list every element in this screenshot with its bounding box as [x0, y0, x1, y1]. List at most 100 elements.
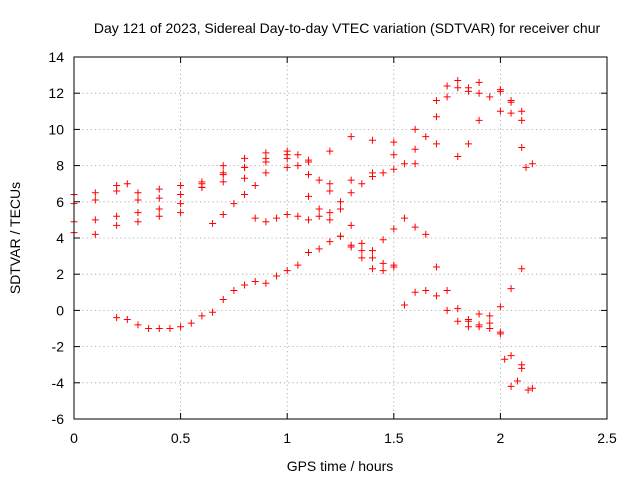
data-point	[507, 98, 515, 106]
data-point	[486, 325, 494, 332]
data-point	[134, 321, 142, 329]
data-point	[315, 176, 323, 184]
y-axis-title: SDTVAR / TECUs	[7, 182, 23, 294]
y-tick-label: 14	[48, 49, 64, 65]
data-point	[283, 151, 291, 159]
data-point	[432, 113, 440, 121]
x-tick-label: 1	[283, 430, 291, 446]
x-tick-labels: 0 0.5 1 1.5 2 2.5	[70, 430, 617, 446]
data-point	[337, 232, 344, 240]
data-point	[411, 160, 419, 168]
data-point	[528, 384, 536, 392]
data-point	[368, 172, 376, 180]
data-point	[219, 171, 227, 179]
data-point	[507, 352, 515, 360]
data-point	[315, 245, 323, 253]
data-point	[251, 182, 259, 190]
data-point	[91, 196, 99, 204]
data-point	[326, 187, 334, 195]
data-point	[513, 377, 521, 385]
y-tick-labels: -6 -4 -2 0 2 4 6 8 10 12 14	[48, 49, 64, 427]
data-point	[368, 136, 376, 144]
data-point	[241, 174, 249, 182]
series-track-h	[464, 265, 526, 331]
x-tick-label: 1.5	[384, 430, 404, 446]
data-point	[507, 382, 515, 390]
data-point	[443, 82, 451, 90]
x-tick-label: 2	[497, 430, 505, 446]
data-point	[155, 194, 163, 202]
data-point	[273, 214, 281, 222]
data-point	[326, 216, 334, 224]
data-point	[315, 212, 323, 220]
data-point	[475, 89, 483, 97]
data-point	[522, 163, 530, 171]
y-tick-label: -4	[52, 375, 65, 391]
data-point	[337, 205, 344, 213]
y-tick-label: 6	[56, 194, 64, 210]
data-point	[305, 158, 313, 166]
data-point	[454, 84, 462, 92]
y-tick-label: -2	[52, 339, 65, 355]
axis-ticks	[73, 56, 608, 420]
data-point	[347, 189, 355, 197]
data-point	[177, 200, 185, 208]
series-track-g	[251, 84, 526, 226]
data-point	[262, 279, 270, 287]
data-point	[251, 214, 259, 222]
data-point	[475, 78, 483, 86]
data-point	[155, 325, 163, 332]
y-tick-label: 2	[56, 266, 64, 282]
data-point	[496, 330, 504, 338]
data-point	[123, 180, 131, 188]
data-point	[134, 196, 142, 204]
data-point	[294, 162, 302, 170]
data-point	[209, 308, 217, 316]
y-tick-label: -6	[52, 411, 65, 427]
data-point	[198, 183, 206, 191]
y-tick-label: 12	[48, 85, 64, 101]
data-point	[524, 386, 532, 394]
data-point	[262, 158, 270, 166]
data-point	[294, 261, 302, 269]
data-point	[219, 162, 227, 170]
data-point	[368, 254, 376, 262]
data-point	[326, 209, 334, 217]
y-tick-label: 0	[56, 302, 64, 318]
data-point	[358, 180, 366, 188]
data-point	[443, 93, 451, 101]
data-point	[283, 210, 291, 218]
y-tick-label: 4	[56, 230, 64, 246]
data-point	[209, 220, 217, 228]
grid-lines	[74, 57, 607, 419]
data-point	[294, 151, 302, 159]
data-point	[177, 191, 185, 199]
x-axis-title: GPS time / hours	[287, 458, 394, 474]
data-point	[464, 323, 472, 331]
data-point	[475, 116, 483, 124]
data-point	[368, 265, 376, 273]
data-point	[368, 247, 376, 255]
data-point	[390, 261, 398, 269]
data-point	[475, 323, 483, 331]
data-point	[91, 189, 99, 197]
data-point	[422, 133, 430, 141]
data-point	[454, 317, 462, 325]
data-point	[219, 210, 227, 218]
data-point	[501, 355, 509, 363]
data-point	[432, 140, 440, 148]
data-point	[305, 192, 313, 200]
data-point	[358, 247, 366, 255]
y-tick-label: 10	[48, 121, 64, 137]
data-point	[454, 153, 462, 161]
data-point	[390, 151, 398, 159]
data-point	[177, 323, 185, 331]
data-point	[166, 325, 174, 332]
data-point	[475, 310, 483, 318]
x-tick-label: 0.5	[171, 430, 191, 446]
data-point	[155, 212, 163, 220]
data-point	[134, 218, 142, 226]
data-point	[432, 96, 440, 104]
data-point	[518, 265, 526, 273]
data-point	[241, 281, 249, 289]
